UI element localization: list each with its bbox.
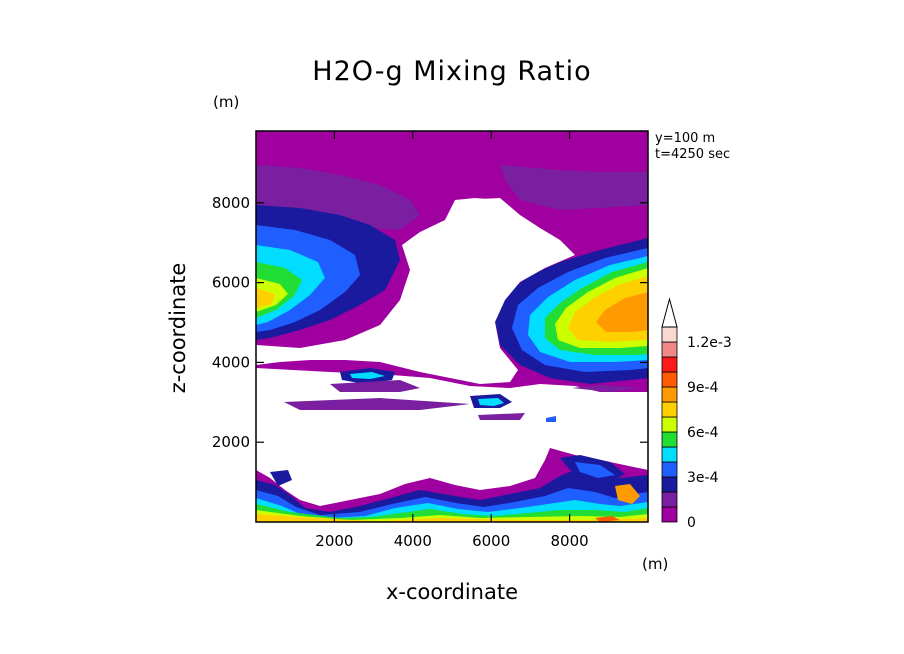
colorbar-swatch	[661, 386, 678, 403]
colorbar-swatch	[661, 506, 678, 523]
colorbar-swatch	[661, 401, 678, 418]
colorbar-swatch	[661, 371, 678, 388]
y-tick-label: 6000	[212, 274, 250, 292]
colorbar-swatch	[661, 326, 678, 343]
colorbar-swatch	[661, 476, 678, 493]
contour-left-small	[270, 470, 292, 486]
colorbar-extend-arrow	[661, 297, 678, 328]
contour-plume-orange	[615, 484, 640, 504]
y-ticks: 2000 4000 6000 8000	[212, 194, 648, 451]
x-tick-label: 8000	[551, 532, 589, 550]
contour-bottom-yellow	[256, 510, 648, 522]
contour-upper-band-right	[500, 165, 648, 210]
colorbar-swatch	[661, 356, 678, 373]
chart-title: H2O-g Mixing Ratio	[312, 56, 592, 87]
x-axis-label: x-coordinate	[385, 580, 518, 604]
contour-lens-7	[572, 385, 640, 392]
colorbar-label: 1.2e-3	[687, 335, 732, 351]
y-tick-label: 4000	[212, 353, 250, 371]
y-tick-label: 2000	[212, 433, 250, 451]
colorbar-label: 0	[687, 515, 696, 531]
colorbar-swatch	[661, 341, 678, 358]
y-unit-label: (m)	[213, 93, 240, 111]
contour-bottom-orange	[256, 514, 648, 522]
contour-lens-3-cyan	[478, 398, 504, 406]
x-tick-label: 4000	[394, 532, 432, 550]
y-tick-label: 8000	[212, 194, 250, 212]
x-tick-label: 6000	[472, 532, 510, 550]
x-ticks: 2000 4000 6000 8000	[315, 131, 589, 550]
x-tick-label: 2000	[315, 532, 353, 550]
info-line-y: y=100 m	[655, 131, 716, 146]
colorbar-label: 3e-4	[687, 470, 719, 486]
colorbar-swatch	[661, 461, 678, 478]
colorbar-swatch	[661, 431, 678, 448]
colorbar-label: 9e-4	[687, 380, 719, 396]
contour-upper-band	[256, 165, 420, 230]
contour-white-crest	[445, 198, 510, 225]
x-unit-label: (m)	[642, 555, 669, 573]
contour-lens-4	[284, 398, 470, 410]
plot-frame	[255, 130, 649, 523]
contour-plume-blue	[575, 462, 615, 478]
colorbar: 0 3e-4 6e-4 9e-4 1.2e-3	[661, 297, 732, 531]
colorbar-label: 6e-4	[687, 425, 719, 441]
contour-lens-2	[330, 380, 420, 392]
contour-left-orange	[256, 288, 275, 308]
contour-field	[256, 131, 648, 522]
contour-lens-1-cyan	[350, 372, 385, 379]
info-annotation: y=100 m t=4250 sec	[655, 131, 730, 163]
contour-lens-6	[546, 416, 556, 422]
contour-white-main	[256, 198, 575, 384]
colorbar-swatch	[661, 416, 678, 433]
contour-lens-5	[478, 413, 525, 420]
colorbar-swatch	[661, 446, 678, 463]
colorbar-swatch	[661, 491, 678, 508]
contour-bottom-red	[595, 516, 620, 522]
contour-right-core	[596, 292, 648, 332]
info-line-t: t=4250 sec	[655, 147, 731, 162]
